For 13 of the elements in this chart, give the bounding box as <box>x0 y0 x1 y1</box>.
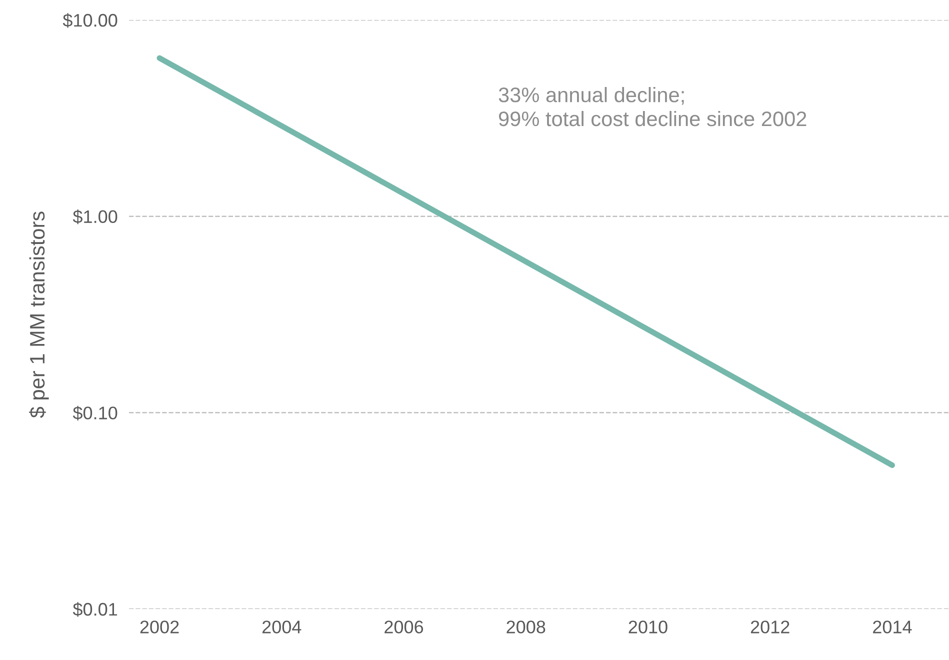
y-axis-title: $ per 1 MM transistors <box>29 212 49 418</box>
annotation: 33% annual decline; 99% total cost decline since 2002 <box>498 87 806 126</box>
y-tick-label: $0.10 <box>72 406 118 420</box>
y-tick-label: $0.01 <box>72 602 118 617</box>
x-tick-label: 2002 <box>140 620 179 634</box>
x-tick-label: 2010 <box>628 620 668 634</box>
y-tick-label: $1.00 <box>72 210 118 224</box>
y-tick-label: $10.00 <box>62 13 118 28</box>
x-tick-label: 2006 <box>384 620 424 634</box>
x-tick-label: 2004 <box>262 620 302 634</box>
x-tick-label: 2012 <box>750 620 790 634</box>
x-tick-label: 2008 <box>506 620 546 634</box>
x-tick-label: 2014 <box>873 620 912 634</box>
